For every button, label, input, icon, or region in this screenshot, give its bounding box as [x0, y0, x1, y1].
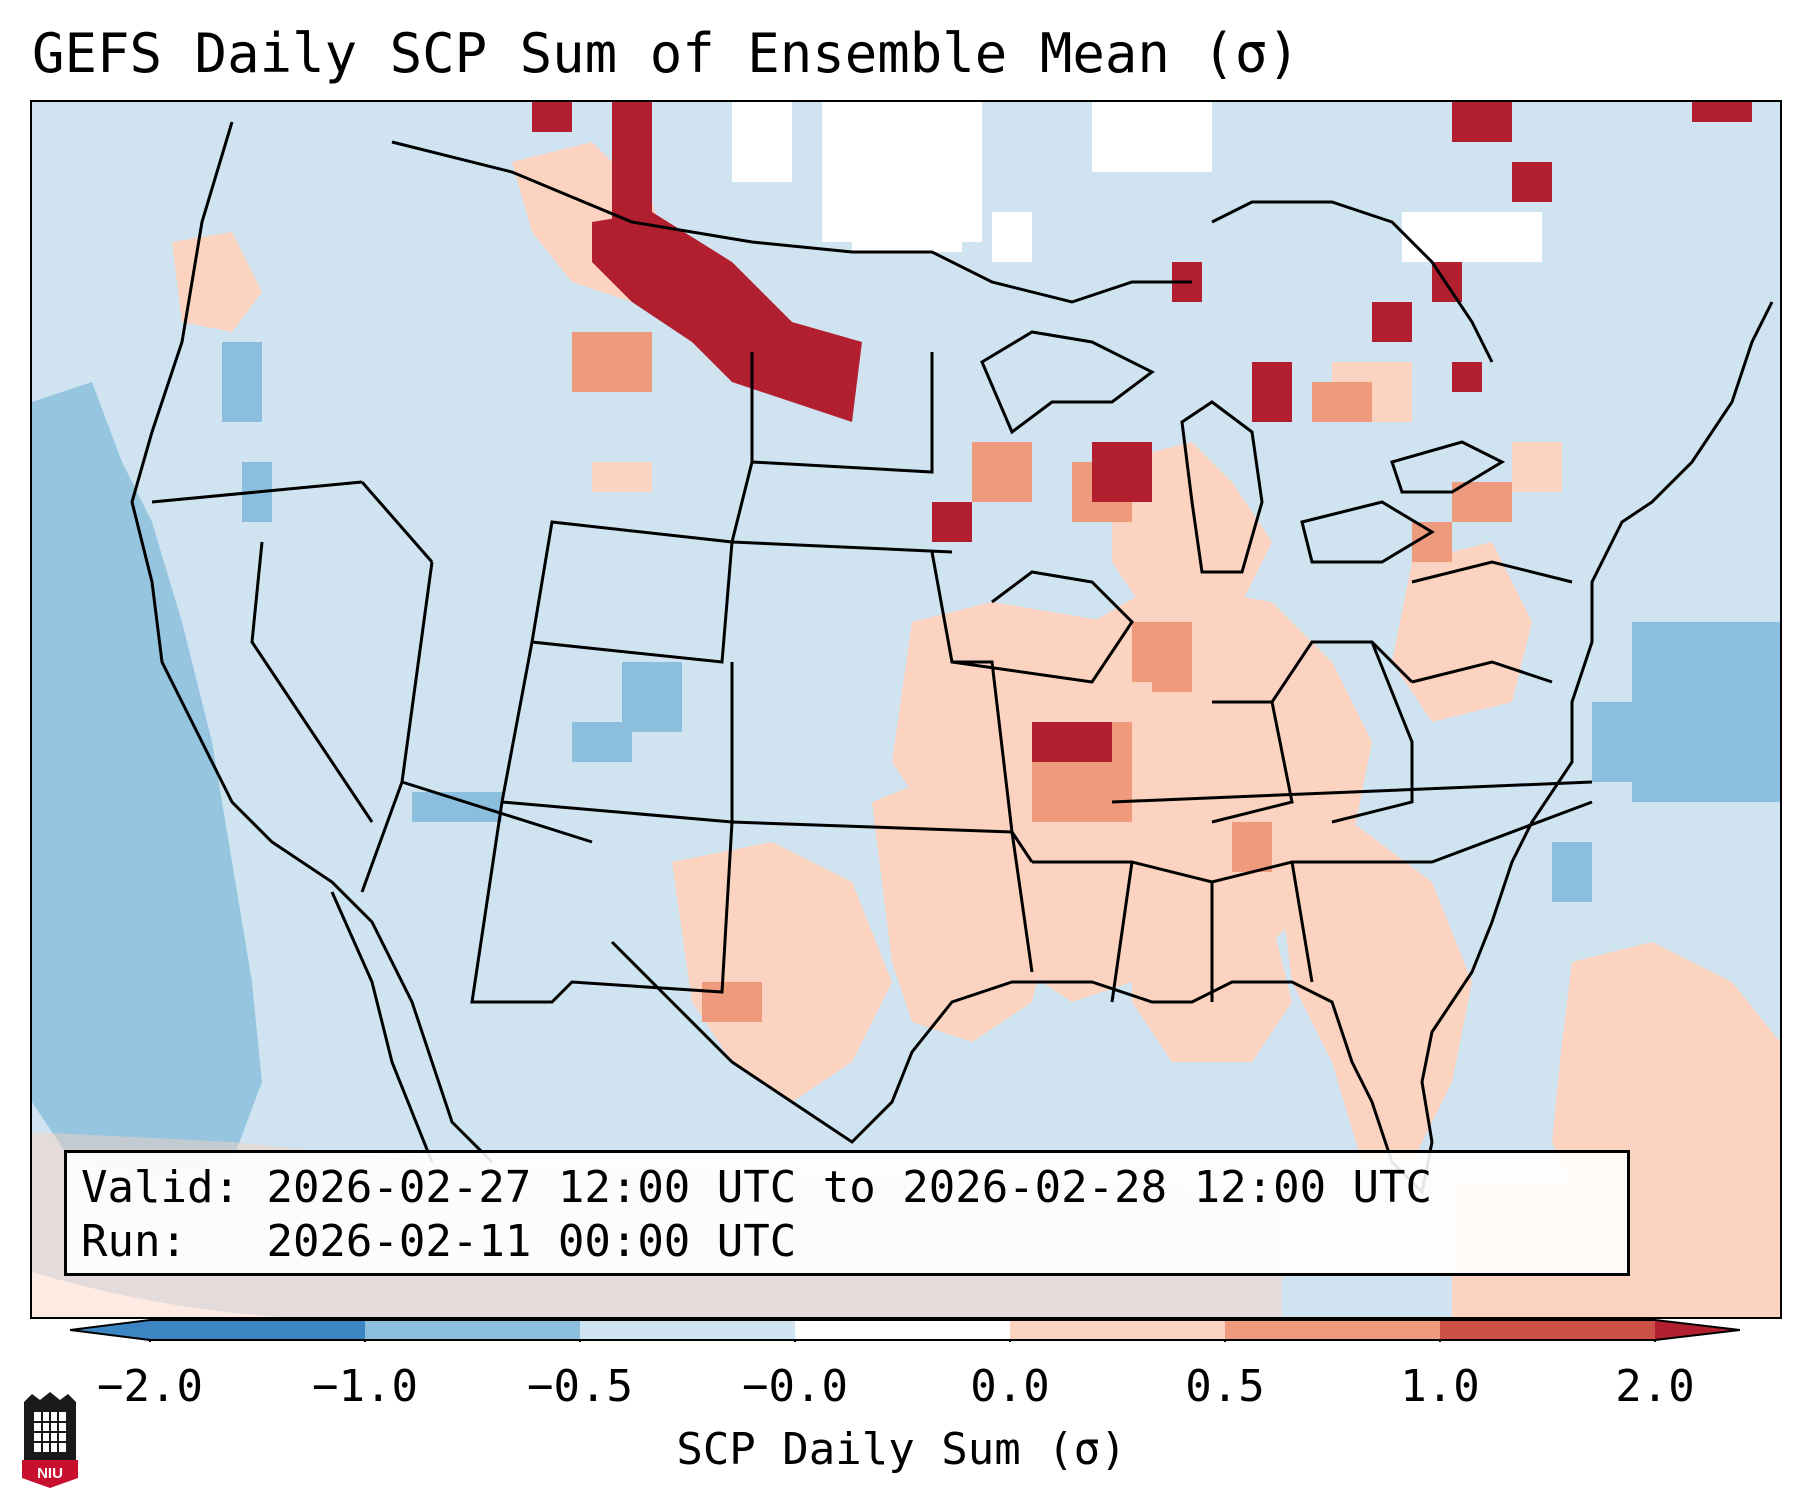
negative-anomaly-areas — [32, 342, 1780, 1182]
us-canada-border — [391, 140, 1192, 304]
colorbar-segment — [1010, 1320, 1225, 1340]
colorbar — [70, 1319, 1740, 1342]
colorbar-tick-label: 0.0 — [970, 1361, 1050, 1412]
logo-text: NIU — [37, 1465, 63, 1482]
valid-run-info-box: Valid: 2026-02-27 12:00 UTC to 2026-02-2… — [64, 1150, 1630, 1276]
lower-michigan — [1180, 400, 1264, 574]
canada-east — [1211, 200, 1494, 363]
colorbar-segment — [1225, 1320, 1440, 1340]
map-canvas — [32, 102, 1780, 1317]
west-coastline — [130, 121, 494, 1164]
lake-ontario — [1390, 440, 1506, 494]
state-borders — [151, 352, 1593, 1004]
colorbar-tick-label: −1.0 — [312, 1361, 418, 1412]
projection-edge — [32, 1272, 452, 1317]
colorbar-tick-label: 0.5 — [1185, 1361, 1265, 1412]
colorbar-tick-label: −0.0 — [742, 1361, 848, 1412]
valid-value: 2026-02-27 12:00 UTC to 2026-02-28 12:00… — [266, 1162, 1433, 1213]
page-title: GEFS Daily SCP Sum of Ensemble Mean (σ) — [32, 22, 1300, 85]
lake-superior — [980, 330, 1155, 435]
run-label: Run: — [81, 1216, 187, 1267]
colorbar-segment — [795, 1320, 1010, 1340]
colorbar-tick-label: 2.0 — [1615, 1361, 1695, 1412]
colorbar-extend-high — [1655, 1320, 1740, 1340]
colorbar-segment — [150, 1320, 365, 1340]
colorbar-tick-label: −2.0 — [97, 1361, 203, 1412]
colorbar-label: SCP Daily Sum (σ) — [676, 1424, 1127, 1475]
colorbar-segment — [365, 1320, 580, 1340]
valid-label: Valid: — [81, 1162, 240, 1213]
baja-coast — [330, 891, 434, 1163]
run-value: 2026-02-11 00:00 UTC — [266, 1216, 797, 1267]
colorbar-tick-label: 1.0 — [1400, 1361, 1480, 1412]
niu-logo: NIU — [22, 1392, 78, 1488]
colorbar-extend-low — [70, 1320, 150, 1340]
colorbar-tick-label: −0.5 — [527, 1361, 633, 1412]
lake-erie — [1300, 500, 1435, 564]
map-frame — [30, 100, 1782, 1319]
colorbar-segment — [580, 1320, 795, 1340]
colorbar-segment — [1440, 1320, 1655, 1340]
